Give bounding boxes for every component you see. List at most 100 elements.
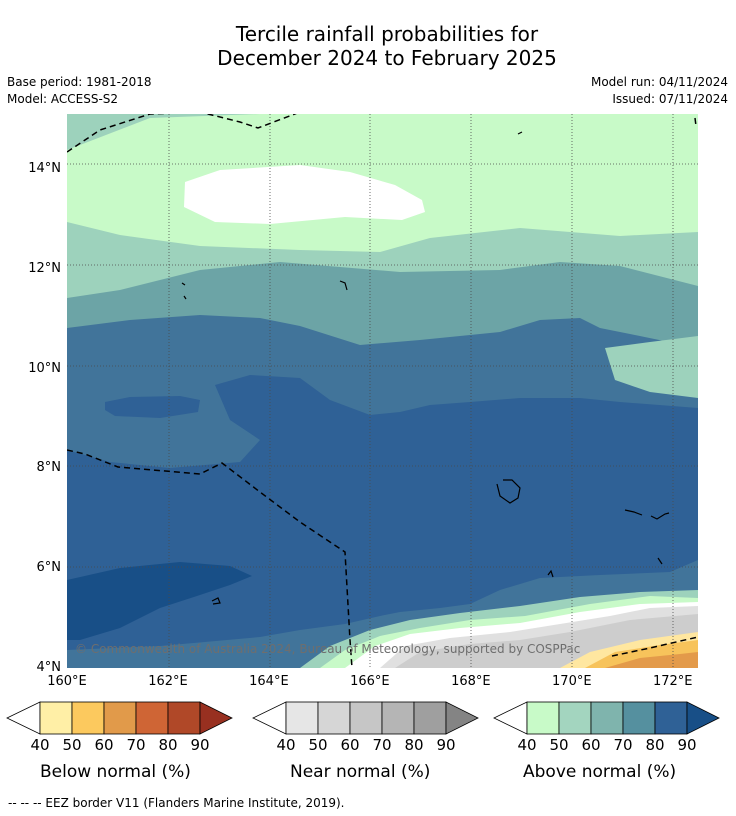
base-period: Base period: 1981-2018	[7, 75, 152, 89]
colorbar-tick: 40	[276, 736, 296, 754]
island-atoll-2	[624, 509, 643, 516]
colorbar-swatch	[622, 701, 656, 735]
island-atoll-3	[650, 512, 670, 520]
meta-left: Base period: 1981-2018 Model: ACCESS-S2	[7, 74, 152, 108]
islands	[181, 131, 670, 605]
colorbar-tick: 80	[158, 736, 178, 754]
colorbar-swatch	[654, 701, 688, 735]
island-atoll-6	[657, 557, 663, 565]
colorbar-near-normal-ticks: 40 50 60 70 80 90	[251, 736, 485, 756]
region-above-90-plus	[67, 562, 252, 640]
map-title: Tercile rainfall probabilities for Decem…	[0, 22, 736, 70]
colorbar-swatch	[413, 701, 447, 735]
colorbar-tick: 90	[436, 736, 456, 754]
copyright: © Commonwealth of Australia 2024, Bureau…	[75, 642, 580, 656]
colorbar-tick: 80	[645, 736, 665, 754]
colorbar-above-normal-swatches	[493, 701, 720, 735]
colorbar-swatch	[39, 701, 73, 735]
lat-label: 14°N	[28, 160, 61, 176]
colorbar-below-normal-ticks: 40 50 60 70 80 90	[5, 736, 239, 756]
probability-map: © Commonwealth of Australia 2024, Bureau…	[67, 114, 698, 668]
lat-label: 8°N	[36, 460, 62, 476]
issued-date: Issued: 07/11/2024	[612, 92, 728, 106]
colorbar-left-arrow	[252, 701, 287, 735]
colorbar-swatch	[349, 701, 383, 735]
colorbar-tick: 80	[404, 736, 424, 754]
region-above-90-west	[105, 396, 200, 418]
colorbar-swatch	[285, 701, 319, 735]
eez-borders	[67, 114, 698, 668]
colorbar-below-normal-swatches	[6, 701, 233, 735]
lon-label: 164°E	[249, 674, 289, 689]
colorbar-tick: 60	[581, 736, 601, 754]
region-near-40	[184, 165, 425, 224]
region-below-70	[605, 652, 698, 668]
island-atoll-4	[211, 597, 221, 605]
lat-label: 10°N	[28, 360, 61, 376]
colorbar-tick: 50	[308, 736, 328, 754]
gridlines	[67, 114, 698, 668]
lon-label: 168°E	[451, 674, 491, 689]
colorbar-left-arrow	[493, 701, 528, 735]
title-line-1: Tercile rainfall probabilities for	[235, 22, 539, 46]
colorbar-tick: 70	[372, 736, 392, 754]
colorbar-tick: 90	[677, 736, 697, 754]
colorbar-tick: 50	[549, 736, 569, 754]
colorbar-tick: 40	[30, 736, 50, 754]
colorbar-left-arrow	[6, 701, 41, 735]
colorbar-right-arrow	[445, 701, 479, 735]
meta-right: Model run: 04/11/2024 Issued: 07/11/2024	[591, 74, 728, 108]
colorbar-tick: 70	[126, 736, 146, 754]
island-atoll-8	[339, 280, 348, 291]
lon-label: 172°E	[652, 674, 693, 689]
island-atoll-9	[181, 282, 186, 286]
colorbar-below-normal-title: Below normal (%)	[40, 762, 191, 782]
colorbar-swatch	[71, 701, 105, 735]
eez-footnote: -- -- -- EEZ border V11 (Flanders Marine…	[8, 796, 345, 810]
colorbar-above-normal: 40 50 60 70 80 90 Above normal (%)	[492, 700, 726, 782]
colorbar-swatch	[381, 701, 415, 735]
lat-label: 12°N	[28, 260, 61, 276]
colorbar-below-normal: 40 50 60 70 80 90 Below normal (%)	[5, 700, 239, 782]
colorbar-near-normal-swatches	[252, 701, 479, 735]
island-atoll-7	[517, 131, 523, 135]
colorbar-right-arrow	[199, 701, 233, 735]
colorbar-near-normal-title: Near normal (%)	[290, 762, 431, 782]
lon-label: 162°E	[148, 674, 188, 689]
eez-border-northeast	[694, 117, 697, 127]
lat-label: 6°N	[36, 560, 62, 576]
model-name: Model: ACCESS-S2	[7, 92, 119, 106]
region-above-50-patch	[324, 116, 354, 135]
colorbar-swatch	[103, 701, 137, 735]
map-area: © Commonwealth of Australia 2024, Bureau…	[67, 114, 698, 668]
colorbar-near-normal: 40 50 60 70 80 90 Near normal (%)	[251, 700, 485, 782]
colorbar-tick: 70	[613, 736, 633, 754]
colorbar-tick: 60	[340, 736, 360, 754]
eez-border-north	[67, 114, 297, 153]
colorbar-swatch	[317, 701, 351, 735]
colorbar-tick: 50	[62, 736, 82, 754]
lon-label: 166°E	[350, 674, 390, 689]
colorbar-swatch	[558, 701, 592, 735]
colorbar-right-arrow	[686, 701, 720, 735]
colorbar-tick: 60	[94, 736, 114, 754]
eez-border-southeast	[611, 636, 698, 657]
lat-label: 4°N	[36, 660, 62, 675]
island-atoll-1	[496, 479, 521, 504]
lon-label: 170°E	[552, 674, 592, 689]
title-line-2: December 2024 to February 2025	[217, 46, 557, 70]
colorbar-swatch	[590, 701, 624, 735]
colorbar-tick: 40	[517, 736, 537, 754]
colorbar-above-normal-ticks: 40 50 60 70 80 90	[492, 736, 726, 756]
region-above-60-east	[605, 336, 698, 398]
island-atoll-10	[183, 295, 187, 300]
colorbar-above-normal-title: Above normal (%)	[523, 762, 677, 782]
model-run: Model run: 04/11/2024	[590, 75, 728, 89]
eez-border-south	[67, 449, 353, 668]
colorbar-swatch	[526, 701, 560, 735]
colorbar-tick: 90	[190, 736, 210, 754]
colorbar-swatch	[135, 701, 169, 735]
colorbar-swatch	[167, 701, 201, 735]
lon-label: 160°E	[47, 674, 87, 689]
island-atoll-5	[547, 569, 554, 578]
